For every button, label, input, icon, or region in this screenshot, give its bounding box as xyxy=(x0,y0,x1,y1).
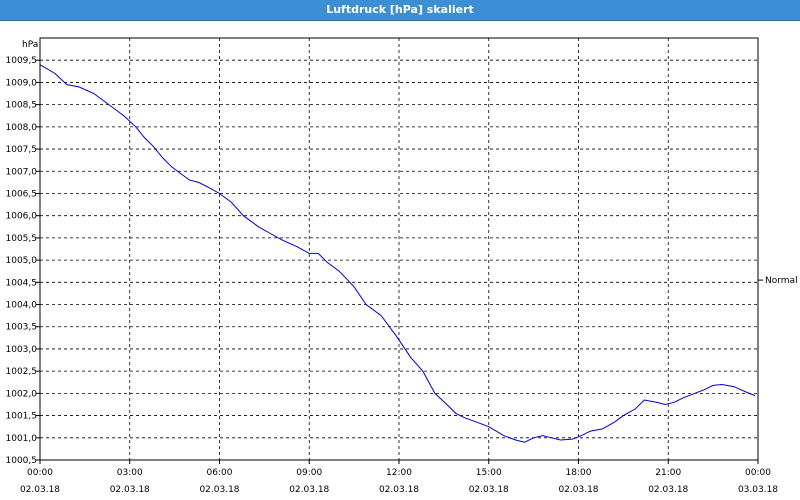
legend-label: Normal xyxy=(765,276,798,286)
x-tick-time-label: 00:00 xyxy=(745,468,771,478)
y-tick-label: 1002,5 xyxy=(6,367,38,377)
y-tick-label: 1000,5 xyxy=(6,456,38,466)
x-tick-date-label: 02.03.18 xyxy=(110,485,150,495)
x-tick-date-label: 02.03.18 xyxy=(558,485,598,495)
y-tick-label: 1009,5 xyxy=(6,56,38,66)
y-tick-label: 1007,5 xyxy=(6,145,38,155)
x-tick-date-label: 02.03.18 xyxy=(648,485,688,495)
y-axis-unit-label: hPa xyxy=(22,40,38,50)
y-tick-label: 1009,0 xyxy=(6,78,38,88)
x-tick-date-label: 02.03.18 xyxy=(199,485,239,495)
series-layer xyxy=(39,64,756,443)
x-tick-time-label: 12:00 xyxy=(386,468,412,478)
y-tick-label: 1001,0 xyxy=(6,434,38,444)
y-tick-label: 1001,5 xyxy=(6,412,38,422)
chart: hPa 1009,5 1009,0 1008,5 1008,0 1007,5 1007,0… xyxy=(6,37,798,495)
x-tick-time-label: 18:00 xyxy=(566,468,592,478)
y-tick-label: 1002,0 xyxy=(6,389,38,399)
y-tick-label: 1005,5 xyxy=(6,234,38,244)
x-tick-time-label: 15:00 xyxy=(476,468,502,478)
y-tick-label: 1005,0 xyxy=(6,256,38,266)
series-line-normal xyxy=(39,64,756,443)
grid xyxy=(40,38,758,460)
y-axis-ticks: 1009,5 1009,0 1008,5 1008,0 1007,5 1007,0 1006… xyxy=(6,56,40,466)
x-tick-date-label: 03.03.18 xyxy=(738,485,778,495)
y-tick-label: 1003,5 xyxy=(6,323,38,333)
x-tick-date-label: 02.03.18 xyxy=(379,485,419,495)
x-tick-time-label: 03:00 xyxy=(117,468,143,478)
y-tick-label: 1008,0 xyxy=(6,123,38,133)
y-tick-label: 1004,5 xyxy=(6,278,38,288)
x-axis-ticks: 00:00 02.03.18 03:00 02.03.18 06:00 02.03.18 0… xyxy=(20,460,778,495)
y-tick-label: 1003,0 xyxy=(6,345,38,355)
y-tick-label: 1004,0 xyxy=(6,301,38,311)
y-tick-label: 1008,5 xyxy=(6,101,38,111)
chart-title: Luftdruck [hPa] skaliert xyxy=(0,0,800,21)
x-tick-date-label: 02.03.18 xyxy=(20,485,60,495)
y-tick-label: 1006,5 xyxy=(6,189,38,199)
y-tick-label: 1007,0 xyxy=(6,167,38,177)
legend: Normal xyxy=(758,276,798,286)
x-tick-date-label: 02.03.18 xyxy=(289,485,329,495)
x-tick-time-label: 09:00 xyxy=(296,468,322,478)
x-tick-date-label: 02.03.18 xyxy=(469,485,509,495)
y-tick-label: 1006,0 xyxy=(6,212,38,222)
x-tick-time-label: 00:00 xyxy=(27,468,53,478)
x-tick-time-label: 06:00 xyxy=(207,468,233,478)
x-tick-time-label: 21:00 xyxy=(655,468,681,478)
